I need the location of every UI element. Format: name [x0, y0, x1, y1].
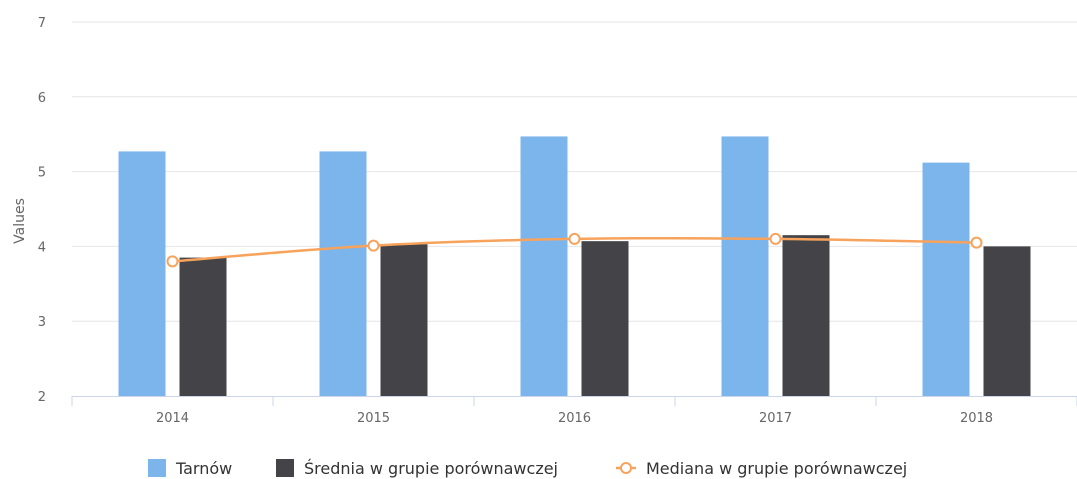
x-axis: 2014 2015 2016 2017 2018: [71, 396, 1077, 426]
median-point-2018: [970, 236, 983, 249]
bars: [118, 136, 1031, 396]
median-point-2016: [568, 232, 581, 245]
legend-item[interactable]: Tarnów: [148, 459, 232, 478]
y-tick-label: 4: [38, 240, 46, 255]
x-tick-label: 2015: [357, 411, 390, 426]
y-tick-label: 5: [38, 166, 46, 181]
grid: [72, 21, 1077, 322]
legend-label: Mediana w grupie porównawczej: [646, 459, 907, 478]
y-tick-label: 3: [38, 315, 46, 330]
bar-2015-1: [380, 244, 428, 396]
legend-item[interactable]: Mediana w grupie porównawczej: [616, 459, 907, 478]
x-tick-label: 2018: [960, 411, 993, 426]
legend[interactable]: Tarnów Średnia w grupie porównawczej Media…: [148, 459, 907, 478]
bar-2017-0: [721, 136, 769, 396]
legend-swatch: [276, 459, 294, 477]
bar-2017-1: [782, 235, 830, 396]
legend-swatch: [148, 459, 166, 477]
legend-item[interactable]: Średnia w grupie porównawczej: [276, 459, 558, 478]
bar-2018-0: [922, 162, 970, 396]
bar-2016-1: [581, 241, 629, 396]
bar-2014-0: [118, 151, 166, 396]
y-axis-title: Values: [12, 198, 28, 244]
median-point-2015: [367, 239, 380, 252]
x-tick-label: 2017: [759, 411, 792, 426]
bar-2015-0: [319, 151, 367, 396]
bar-2018-1: [983, 246, 1031, 396]
median-point-2017: [769, 232, 782, 245]
y-tick-label: 6: [38, 91, 46, 106]
legend-marker: [620, 462, 632, 474]
x-tick-label: 2016: [558, 411, 591, 426]
median-line: [166, 232, 983, 268]
median-point-2014: [166, 255, 179, 268]
bar-2014-1: [179, 257, 227, 396]
bar-2016-0: [520, 136, 568, 396]
y-axis-ticks: 2 3 4 5 6 7: [38, 16, 46, 405]
legend-label: Tarnów: [175, 459, 232, 478]
x-tick-label: 2014: [156, 411, 189, 426]
legend-label: Średnia w grupie porównawczej: [304, 459, 558, 478]
y-tick-label: 2: [38, 390, 46, 405]
y-tick-label: 7: [38, 16, 46, 31]
